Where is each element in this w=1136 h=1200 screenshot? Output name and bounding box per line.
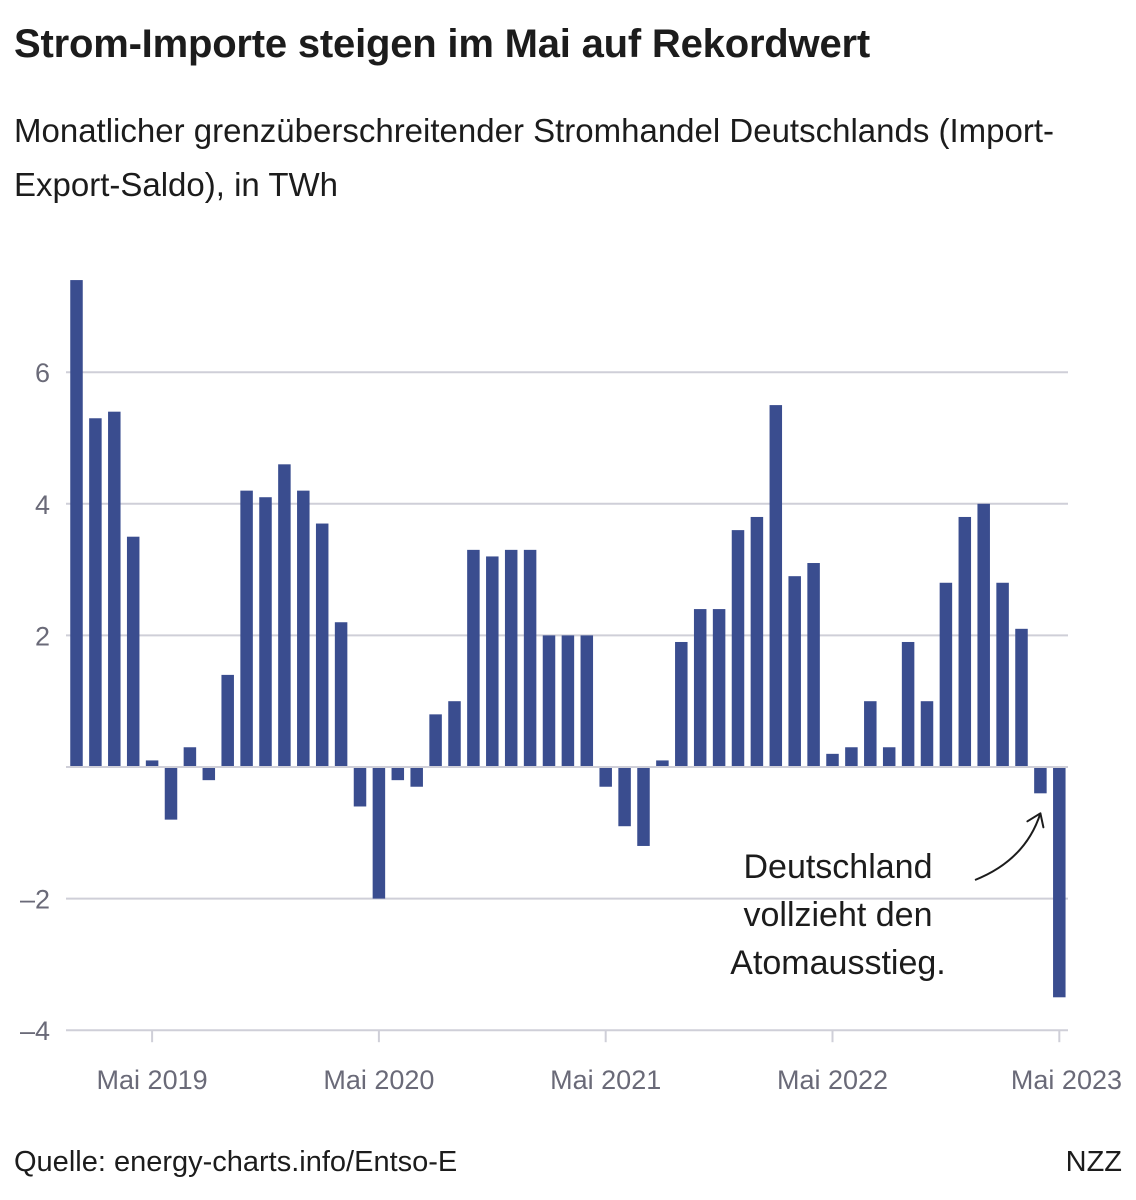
bar bbox=[826, 753, 839, 767]
bar bbox=[807, 563, 820, 767]
y-tick-label: 6 bbox=[35, 358, 50, 388]
bar bbox=[410, 767, 423, 787]
annotation-text: Deutschland bbox=[743, 848, 932, 886]
chart-subtitle: Monatlicher grenzüberschreitender Stromh… bbox=[14, 112, 1054, 203]
annotation-arrow bbox=[974, 813, 1042, 881]
bar bbox=[750, 516, 764, 767]
x-tick-label: Mai 2020 bbox=[323, 1065, 434, 1095]
bar bbox=[864, 701, 877, 767]
x-tick-label: Mai 2023 bbox=[1011, 1065, 1122, 1095]
bar bbox=[89, 418, 102, 767]
bar bbox=[164, 767, 178, 820]
bar bbox=[1053, 767, 1066, 998]
bar bbox=[561, 635, 575, 767]
bar bbox=[675, 641, 688, 767]
bar bbox=[693, 609, 707, 767]
bar bbox=[259, 497, 272, 767]
annotation-text: vollzieht den bbox=[743, 896, 932, 934]
bars bbox=[70, 280, 1066, 998]
y-tick-label: 2 bbox=[35, 621, 50, 651]
x-axis: Mai 2019 Mai 2020 Mai 2021 Mai 2022 Mai 2023 bbox=[97, 1030, 1122, 1095]
y-axis-ticks: 6 4 2 –2 –4 bbox=[20, 358, 50, 1046]
annotation-arrowhead bbox=[1026, 812, 1045, 829]
bar bbox=[1034, 767, 1047, 794]
bar bbox=[429, 714, 442, 767]
chart-title: Strom-Importe steigen im Mai auf Rekordw… bbox=[14, 22, 870, 66]
bar bbox=[769, 405, 783, 767]
bar bbox=[448, 701, 461, 767]
bar bbox=[845, 747, 858, 767]
annotation-text: Atomausstieg. bbox=[730, 944, 945, 982]
bar bbox=[353, 767, 367, 807]
bar bbox=[315, 523, 329, 767]
bar bbox=[901, 641, 915, 767]
bar bbox=[996, 582, 1009, 767]
bar bbox=[637, 767, 650, 846]
bar bbox=[504, 549, 518, 767]
bar bbox=[618, 767, 631, 827]
bar bbox=[920, 701, 934, 767]
bar bbox=[391, 767, 405, 781]
annotation: Deutschland vollzieht den Atomausstieg. bbox=[730, 812, 1045, 982]
bar bbox=[108, 411, 121, 767]
bar bbox=[788, 576, 801, 767]
bar bbox=[939, 582, 953, 767]
y-tick-label: 4 bbox=[35, 490, 50, 520]
bar bbox=[523, 549, 537, 767]
bar bbox=[958, 516, 972, 767]
bar bbox=[656, 760, 669, 767]
bar bbox=[882, 747, 896, 767]
bar bbox=[467, 549, 480, 767]
bar bbox=[70, 280, 83, 767]
bar bbox=[580, 635, 594, 767]
y-tick-label: –4 bbox=[20, 1016, 50, 1046]
x-tick-label: Mai 2021 bbox=[550, 1065, 661, 1095]
gridlines bbox=[66, 371, 1068, 1032]
bar bbox=[1015, 628, 1028, 767]
y-tick-label: –2 bbox=[20, 885, 50, 915]
bar bbox=[221, 674, 234, 767]
bar bbox=[372, 767, 386, 899]
publisher-brand: NZZ bbox=[1065, 1146, 1122, 1178]
bar-chart: 6 4 2 –2 –4 Mai 2019 Mai 2020 Mai 2021 Mai 2022… bbox=[20, 280, 1122, 1095]
bar bbox=[542, 635, 556, 767]
bar bbox=[599, 767, 612, 787]
bar bbox=[334, 622, 348, 767]
bar bbox=[183, 747, 197, 767]
x-tick-label: Mai 2019 bbox=[97, 1065, 208, 1095]
bar bbox=[145, 760, 159, 767]
bar bbox=[977, 503, 990, 767]
bar bbox=[731, 530, 745, 767]
bar bbox=[202, 767, 216, 781]
bar bbox=[712, 609, 726, 767]
bar bbox=[240, 490, 253, 767]
bar bbox=[486, 556, 499, 767]
source-note: Quelle: energy-charts.info/Entso-E bbox=[14, 1146, 458, 1178]
bar bbox=[126, 536, 140, 767]
bar bbox=[297, 490, 310, 767]
x-tick-label: Mai 2022 bbox=[777, 1065, 888, 1095]
bar bbox=[278, 464, 291, 767]
